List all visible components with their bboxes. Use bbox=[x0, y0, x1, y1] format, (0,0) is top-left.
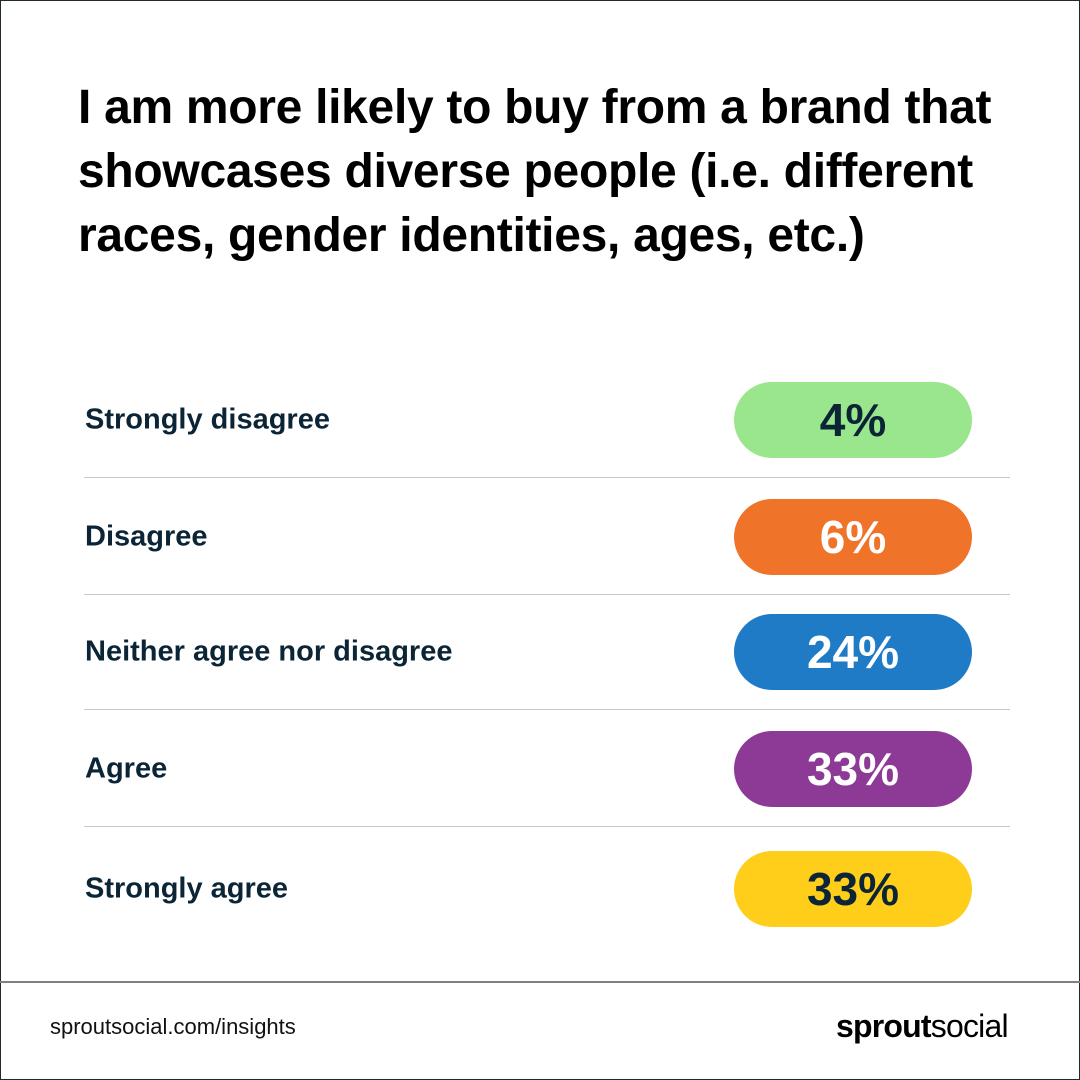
row-divider bbox=[84, 594, 1010, 595]
table-row: Neither agree nor disagree 24% bbox=[84, 593, 1010, 710]
value-pill: 6% bbox=[734, 498, 972, 575]
table-row: Agree 33% bbox=[84, 710, 1010, 827]
table-row: Disagree 6% bbox=[84, 478, 1010, 595]
value-pill: 4% bbox=[734, 381, 972, 458]
row-label: Strongly agree bbox=[85, 872, 289, 904]
logo-bold: sprout bbox=[836, 1008, 932, 1044]
footer-divider bbox=[0, 981, 1080, 983]
footer-url: sproutsocial.com/insights bbox=[50, 1014, 296, 1039]
value-pill: 33% bbox=[734, 850, 972, 927]
row-divider bbox=[84, 477, 1010, 478]
chart-title: I am more likely to buy from a brand tha… bbox=[78, 81, 992, 262]
row-divider bbox=[84, 826, 1010, 827]
sprout-social-logo: sproutsocial bbox=[836, 1008, 1009, 1045]
row-label: Neither agree nor disagree bbox=[85, 635, 453, 667]
row-label: Strongly disagree bbox=[85, 403, 330, 435]
table-row: Strongly disagree 4% bbox=[84, 361, 1010, 478]
row-label: Disagree bbox=[85, 520, 208, 552]
row-divider bbox=[84, 709, 1010, 710]
value-pill: 33% bbox=[734, 730, 972, 807]
table-row: Strongly agree 33% bbox=[84, 830, 1010, 947]
value-pill: 24% bbox=[734, 613, 972, 690]
row-label: Agree bbox=[85, 752, 168, 784]
logo-light: social bbox=[930, 1008, 1009, 1044]
